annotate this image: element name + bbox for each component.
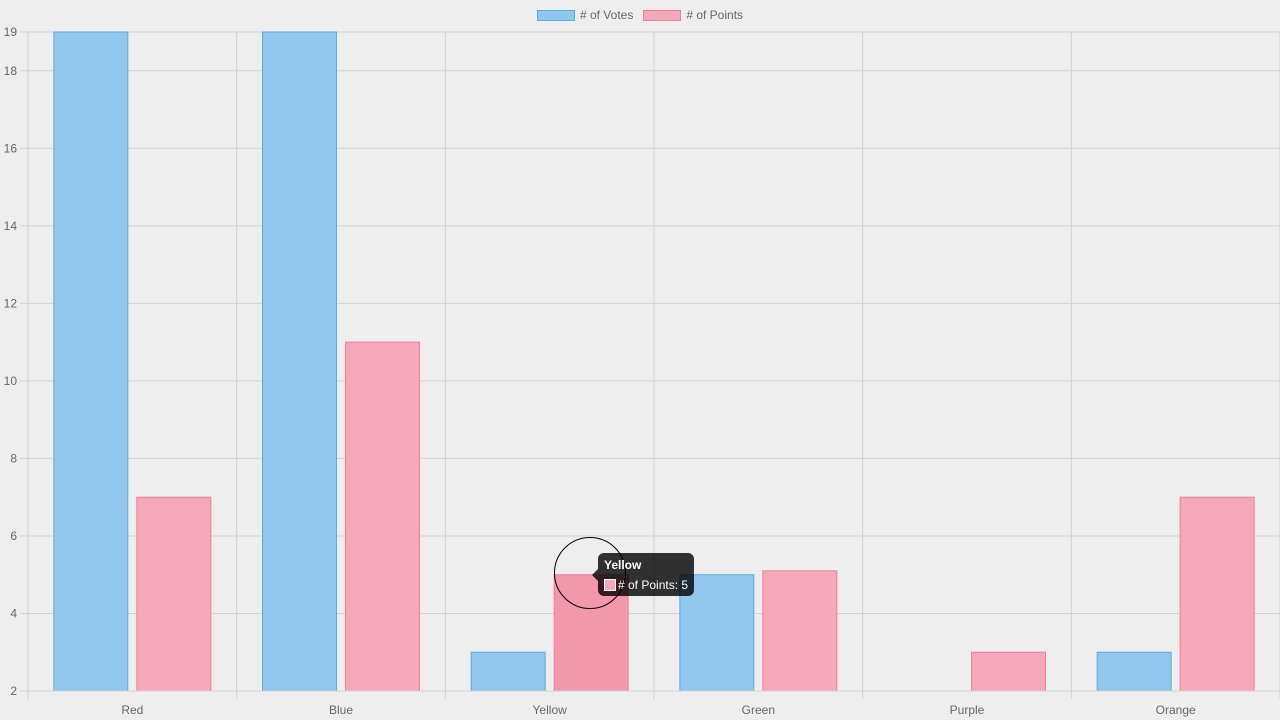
bar-votes-blue	[262, 31, 337, 692]
legend-label-points: # of Points	[686, 8, 744, 22]
y-tick-label: 2	[10, 684, 17, 698]
x-tick-label: Purple	[950, 703, 985, 717]
bar-points-orange	[1179, 496, 1255, 692]
bar-points-blue	[345, 341, 420, 692]
x-tick-label: Orange	[1156, 703, 1196, 717]
legend-swatch-votes	[536, 9, 575, 21]
x-tick-label: Green	[742, 703, 775, 717]
x-tick-label: Red	[121, 703, 143, 717]
bar-votes-red	[53, 31, 129, 692]
chart-legend: # of Votes # of Points	[0, 8, 1280, 22]
y-tick-label: 14	[4, 219, 18, 233]
tooltip-row: # of Points: 5	[604, 579, 688, 591]
bar-points-purple	[971, 651, 1046, 692]
tooltip-title: Yellow	[604, 558, 642, 572]
chart-tooltip: Yellow # of Points: 5	[591, 553, 695, 596]
tooltip-swatch	[604, 579, 616, 591]
y-tick-label: 10	[4, 374, 18, 388]
bar-points-red	[136, 496, 212, 692]
y-tick-label: 19	[4, 25, 18, 39]
y-tick-label: 8	[10, 451, 17, 465]
legend-label-votes: # of Votes	[579, 8, 634, 22]
bar-votes-orange	[1096, 651, 1172, 692]
y-tick-label: 6	[10, 529, 17, 543]
y-tick-label: 12	[4, 296, 18, 310]
bar-votes-yellow	[470, 651, 546, 692]
legend-item-votes[interactable]: # of Votes	[536, 8, 634, 22]
legend-item-points[interactable]: # of Points	[643, 8, 743, 22]
tooltip-label: # of Points: 5	[618, 578, 689, 592]
bar-points-green	[762, 570, 838, 692]
y-tick-label: 18	[4, 64, 18, 78]
y-tick-label: 4	[10, 606, 17, 620]
x-tick-label: Yellow	[533, 703, 568, 717]
y-tick-label: 16	[4, 141, 18, 155]
x-tick-label: Blue	[329, 703, 353, 717]
legend-swatch-points	[643, 9, 682, 21]
